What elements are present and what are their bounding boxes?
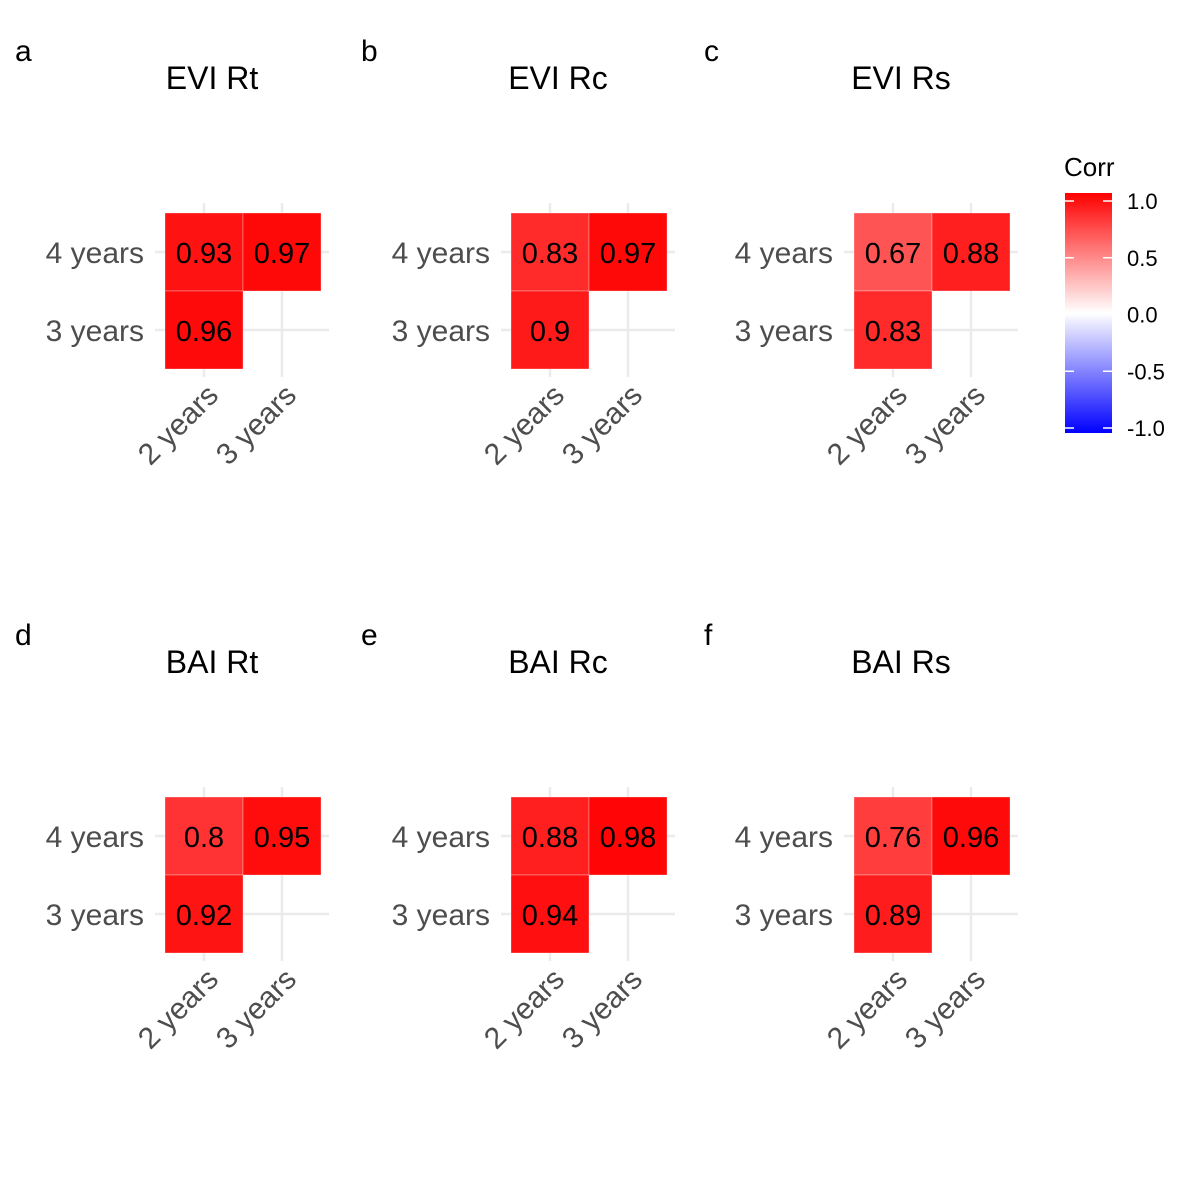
x-tick-label: 2 years xyxy=(821,379,914,472)
y-tick-label: 4 years xyxy=(46,237,144,270)
cell-value-label: 0.95 xyxy=(254,822,310,854)
heatmap-panel-a: a EVI Rt 0.93 0.97 0.96 3 years 4 years 2 years… xyxy=(15,35,329,472)
cell-value-label: 0.98 xyxy=(600,822,656,854)
heatmap-cell xyxy=(588,212,668,292)
heatmap-cell xyxy=(931,796,1011,876)
heatmap-cell xyxy=(164,796,244,876)
y-tick-label: 3 years xyxy=(392,315,490,348)
heatmap-cell xyxy=(164,874,244,954)
cell-value-label: 0.96 xyxy=(176,316,232,348)
cell-value-label: 0.76 xyxy=(865,822,921,854)
heatmap-cell xyxy=(242,796,322,876)
heatmap-cell xyxy=(853,874,933,954)
panel-title: EVI Rt xyxy=(166,60,259,96)
legend-tick-label: -0.5 xyxy=(1127,359,1165,384)
panel-title: EVI Rc xyxy=(508,60,608,96)
y-tick-label: 4 years xyxy=(46,821,144,854)
y-tick-label: 4 years xyxy=(735,821,833,854)
legend-ticks: 1.0 0.5 0.0 -0.5 -1.0 xyxy=(1065,189,1165,441)
panel-label: f xyxy=(704,619,713,652)
heatmap-cell xyxy=(164,212,244,292)
cell-value-label: 0.83 xyxy=(522,238,578,270)
cell-value-label: 0.96 xyxy=(943,822,999,854)
x-tick-label: 2 years xyxy=(821,963,914,1056)
x-tick-label: 2 years xyxy=(132,963,225,1056)
panel-title: BAI Rc xyxy=(508,644,608,680)
legend-tick-label: 1.0 xyxy=(1127,189,1158,214)
cell-value-label: 0.83 xyxy=(865,316,921,348)
x-tick-label: 3 years xyxy=(899,963,992,1056)
x-tick-label: 3 years xyxy=(556,963,649,1056)
legend-tick-label: -1.0 xyxy=(1127,416,1165,441)
cell-value-label: 0.92 xyxy=(176,900,232,932)
heatmap-panel-c: c EVI Rs 0.67 0.88 0.83 3 years 4 years 2 years… xyxy=(704,35,1018,472)
heatmap-panel-f: f BAI Rs 0.76 0.96 0.89 3 years 4 years 2 years… xyxy=(704,619,1018,1056)
panel-title: BAI Rs xyxy=(851,644,951,680)
y-tick-label: 3 years xyxy=(735,315,833,348)
heatmap-cell xyxy=(588,796,668,876)
legend-tick-label: 0.0 xyxy=(1127,303,1158,328)
x-tick-label: 3 years xyxy=(556,379,649,472)
cell-value-label: 0.8 xyxy=(184,822,224,854)
legend-tick-label: 0.5 xyxy=(1127,246,1158,271)
heatmap-cell xyxy=(853,212,933,292)
heatmap-cell xyxy=(510,874,590,954)
x-tick-label: 2 years xyxy=(478,379,571,472)
color-legend: Corr 1.0 0.5 0.0 -0.5 -1.0 xyxy=(1064,152,1165,441)
legend-colorbar xyxy=(1065,193,1112,433)
cell-value-label: 0.88 xyxy=(943,238,999,270)
heatmap-cell xyxy=(853,796,933,876)
heatmap-panels: a EVI Rt 0.93 0.97 0.96 3 years 4 years 2 years… xyxy=(15,35,1018,1056)
heatmap-cell xyxy=(164,290,244,370)
heatmap-cell xyxy=(242,212,322,292)
panel-label: d xyxy=(15,619,32,652)
cell-value-label: 0.67 xyxy=(865,238,921,270)
heatmap-cell xyxy=(510,796,590,876)
x-tick-label: 3 years xyxy=(210,379,303,472)
y-tick-label: 4 years xyxy=(735,237,833,270)
x-tick-label: 2 years xyxy=(478,963,571,1056)
panel-title: BAI Rt xyxy=(166,644,259,680)
x-tick-label: 3 years xyxy=(899,379,992,472)
cell-value-label: 0.88 xyxy=(522,822,578,854)
panel-title: EVI Rs xyxy=(851,60,951,96)
y-tick-label: 4 years xyxy=(392,821,490,854)
cell-value-label: 0.97 xyxy=(600,238,656,270)
heatmap-cell xyxy=(931,212,1011,292)
cell-value-label: 0.97 xyxy=(254,238,310,270)
cell-value-label: 0.93 xyxy=(176,238,232,270)
cell-value-label: 0.94 xyxy=(522,900,578,932)
heatmap-cell xyxy=(853,290,933,370)
heatmap-panel-e: e BAI Rc 0.88 0.98 0.94 3 years 4 years 2 years… xyxy=(361,619,675,1056)
y-tick-label: 3 years xyxy=(735,899,833,932)
panel-label: b xyxy=(361,35,378,68)
x-tick-label: 3 years xyxy=(210,963,303,1056)
panel-label: e xyxy=(361,619,378,652)
panel-label: a xyxy=(15,35,32,68)
y-tick-label: 4 years xyxy=(392,237,490,270)
y-tick-label: 3 years xyxy=(46,315,144,348)
x-tick-label: 2 years xyxy=(132,379,225,472)
cell-value-label: 0.89 xyxy=(865,900,921,932)
y-tick-label: 3 years xyxy=(46,899,144,932)
y-tick-label: 3 years xyxy=(392,899,490,932)
cell-value-label: 0.9 xyxy=(530,316,570,348)
panel-label: c xyxy=(704,35,719,68)
heatmap-cell xyxy=(510,290,590,370)
legend-title: Corr xyxy=(1064,152,1115,182)
